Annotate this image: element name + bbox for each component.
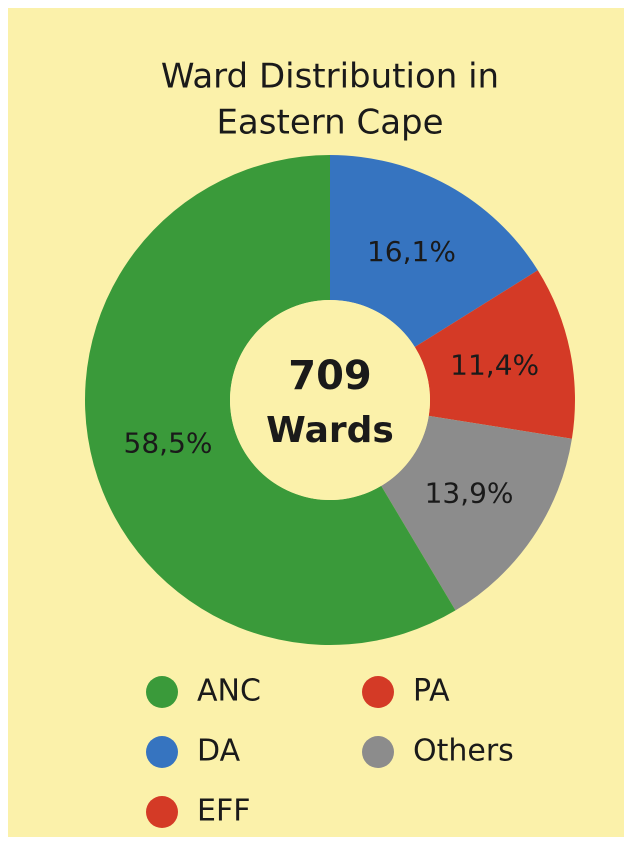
slice <box>85 155 456 646</box>
chart-title: Eastern Cape <box>216 103 443 143</box>
slice <box>330 155 538 348</box>
legend-label: DA <box>197 734 241 769</box>
slice-label: 13,9% <box>425 476 514 509</box>
total: 709 <box>288 353 372 399</box>
donut-hole <box>230 300 430 500</box>
chart-title: Ward Distribution in <box>161 57 499 97</box>
legend-label: PA <box>413 674 450 709</box>
slice-label: 58,5% <box>124 427 213 460</box>
slice-label: 11,4% <box>450 349 539 382</box>
total-label: Wards <box>266 410 394 451</box>
slice-label: 16,1% <box>367 235 456 268</box>
legend-label: ANC <box>197 674 261 709</box>
legend-swatch <box>362 736 394 768</box>
legend-label: EFF <box>197 794 250 829</box>
legend-swatch <box>362 676 394 708</box>
slice <box>381 415 572 611</box>
legend-swatch <box>146 736 178 768</box>
slice <box>414 270 575 439</box>
legend-swatch <box>146 676 178 708</box>
legend-swatch <box>146 796 178 828</box>
legend-label: Others <box>413 734 514 769</box>
